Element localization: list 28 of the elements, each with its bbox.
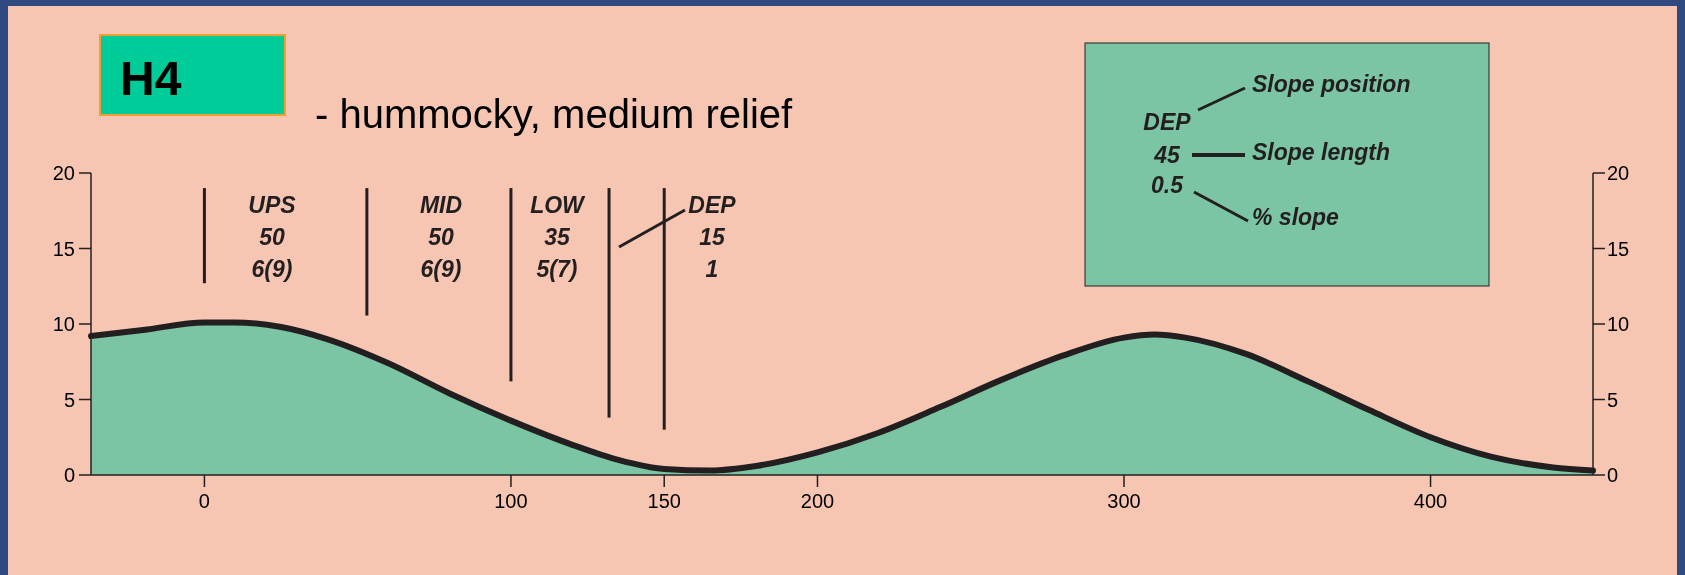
x-tick-label: 400 [1413, 490, 1448, 512]
y-tick-label: 20 [52, 162, 75, 184]
x-tick-label: 150 [647, 490, 681, 512]
y2-tick-label: 10 [1607, 313, 1630, 335]
x-tick-label: 0 [198, 490, 210, 512]
annotation: UPS 50 6(9) [248, 192, 297, 282]
y2-tick-label: 5 [1607, 388, 1619, 411]
annotation: % slope [1252, 204, 1340, 230]
x-tick-label: 300 [1107, 490, 1141, 512]
y-tick-label: 10 [52, 313, 75, 335]
text: Slope length [1252, 139, 1390, 165]
y2-tick-label: 15 [1607, 237, 1630, 260]
y-tick-label: 0 [63, 464, 75, 486]
y-tick-label: 15 [52, 237, 75, 260]
annotation: DEP 15 1 [688, 192, 737, 282]
annotation: LOW 35 5(7) [530, 192, 587, 282]
chart-title: H4 [120, 52, 182, 105]
text: Slope position [1252, 71, 1411, 97]
x-tick-label: 100 [494, 490, 528, 512]
chart-subtitle: - hummocky, medium relief [315, 92, 794, 136]
text: 45 [1153, 142, 1181, 168]
y-tick-label: 5 [63, 388, 75, 411]
annotation: 0.5 [1151, 172, 1185, 198]
y2-tick-label: 20 [1607, 162, 1630, 184]
x-tick-label: 200 [800, 490, 835, 512]
text: DEP [1143, 109, 1192, 135]
annotation: MID 50 6(9) [419, 192, 463, 282]
y2-tick-label: 0 [1607, 464, 1619, 486]
